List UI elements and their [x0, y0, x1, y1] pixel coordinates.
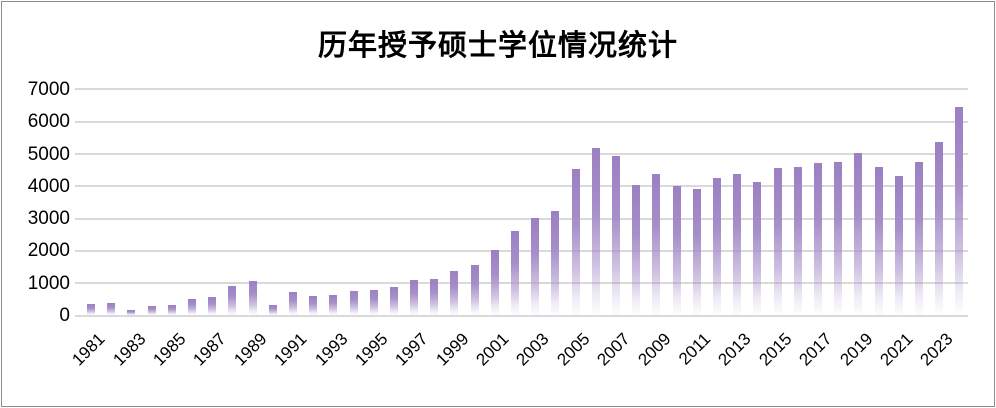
y-tick-label-3000: 3000: [27, 208, 70, 230]
bar-1997: [410, 279, 419, 316]
bar-1996: [389, 287, 398, 316]
bar-1985: [167, 305, 176, 316]
bar-2008: [632, 185, 641, 316]
bar-2001: [490, 249, 499, 316]
bar-2021: [894, 176, 903, 316]
bar-2011: [692, 189, 701, 316]
bar-2000: [470, 264, 479, 316]
bar-1995: [369, 289, 378, 316]
y-tick-label-6000: 6000: [27, 111, 70, 133]
bar-2023: [935, 142, 944, 316]
bar-2013: [733, 173, 742, 316]
bar-1994: [349, 291, 358, 316]
bar-2010: [672, 186, 681, 316]
bar-1984: [147, 305, 156, 316]
bar-1986: [187, 298, 196, 316]
bar-2015: [773, 167, 782, 316]
y-tick-label-2000: 2000: [27, 240, 70, 262]
bar-2019: [854, 153, 863, 316]
y-tick-label-1000: 1000: [27, 272, 70, 294]
bar-1990: [268, 305, 277, 316]
gridline-0: [75, 314, 968, 317]
gridline-1000: [75, 282, 968, 285]
bar-2022: [914, 161, 923, 316]
gridline-7000: [75, 88, 968, 91]
bar-2002: [511, 230, 520, 316]
gridline-4000: [75, 185, 968, 188]
bar-2004: [551, 210, 560, 316]
chart-title: 历年授予硕士学位情况统计: [317, 30, 678, 62]
bar-2003: [531, 217, 540, 316]
y-tick-label-0: 0: [59, 305, 70, 326]
bar-2009: [652, 173, 661, 316]
bar-2007: [612, 155, 621, 316]
bar-2006: [591, 148, 600, 316]
bar-1989: [248, 280, 257, 316]
bar-1988: [228, 286, 237, 316]
gridline-6000: [75, 120, 968, 123]
bar-1993: [329, 295, 338, 316]
bar-1981: [87, 304, 95, 316]
bar-1991: [288, 292, 297, 316]
bar-1999: [450, 270, 459, 316]
gridline-5000: [75, 153, 968, 156]
bar-1987: [208, 297, 217, 316]
bar-1998: [430, 279, 439, 316]
y-tick-label-4000: 4000: [27, 175, 70, 197]
bar-1982: [107, 302, 116, 316]
bar-2020: [874, 167, 883, 316]
bar-2017: [813, 163, 822, 316]
bar-2018: [834, 162, 843, 316]
bar-2005: [571, 168, 580, 316]
bar-1983: [127, 309, 136, 316]
gridline-3000: [75, 217, 968, 220]
y-tick-label-5000: 5000: [27, 143, 70, 165]
y-tick-label-7000: 7000: [27, 78, 70, 100]
bar-2012: [712, 178, 721, 316]
gridline-2000: [75, 249, 968, 252]
bar-2024: [955, 106, 964, 316]
bar-1992: [309, 296, 318, 316]
bar-2014: [753, 181, 762, 316]
bar-2016: [793, 166, 802, 316]
